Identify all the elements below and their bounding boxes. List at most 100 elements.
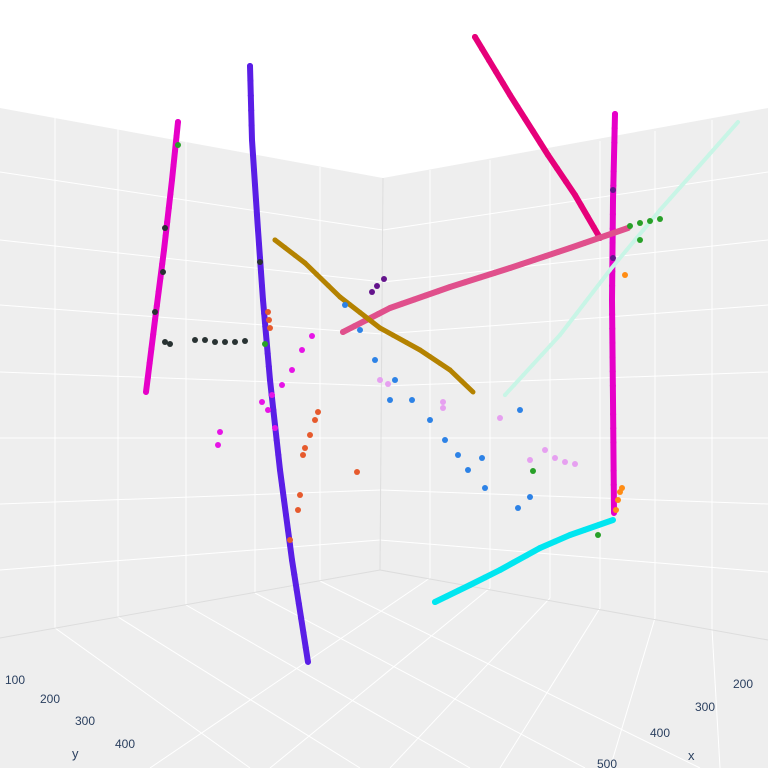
track-pink-top-point — [529, 128, 536, 134]
cluster-lavender-point — [527, 457, 533, 463]
cluster-charcoal-point — [152, 309, 158, 315]
track-mint-point — [512, 383, 517, 387]
track-magenta-left-point — [162, 233, 169, 239]
track-indigo-point — [265, 363, 272, 370]
track-rose-point — [387, 305, 393, 311]
track-magenta-left-point — [165, 205, 172, 211]
track-magenta-left-point — [159, 261, 166, 267]
track-magenta-right-point — [609, 339, 616, 346]
track-cyan-point — [567, 532, 573, 538]
track-cyan-line — [432, 517, 616, 605]
cluster-charcoal-point — [192, 337, 198, 343]
track-mint-point — [521, 373, 526, 377]
track-mint-point — [668, 196, 672, 201]
track-indigo-point — [293, 586, 300, 593]
track-mint-point — [503, 393, 507, 397]
track-pink-top-point — [493, 68, 499, 75]
track-mint-point — [608, 268, 612, 272]
track-indigo-point — [279, 482, 285, 488]
track-olive-point — [325, 283, 331, 289]
cluster-green-point — [175, 142, 181, 148]
track-olive-point — [427, 354, 433, 360]
cluster-violet-point — [299, 347, 305, 353]
cluster-purple-point — [381, 276, 387, 282]
track-magenta-right-point — [609, 325, 616, 332]
track-rose-point — [340, 329, 346, 335]
track-pink-top-point — [507, 92, 513, 98]
track-mint-point — [539, 353, 544, 357]
track-indigo-point — [251, 167, 257, 173]
series-layer — [143, 34, 740, 665]
track-cyan-point — [455, 587, 462, 594]
track-mint-point — [574, 311, 579, 316]
track-mint-point — [599, 278, 604, 283]
cluster-blue-point — [387, 397, 393, 403]
track-rose-point — [375, 311, 382, 317]
track-magenta-right-point — [611, 139, 618, 146]
track-olive-point — [417, 347, 423, 353]
track-rose-point — [423, 292, 429, 299]
track-olive-point — [404, 340, 410, 346]
track-magenta-right-point — [609, 382, 616, 389]
track-olive-point — [314, 271, 320, 277]
track-magenta-left-point — [153, 303, 160, 309]
track-indigo-point — [273, 437, 280, 443]
track-indigo-point — [281, 497, 287, 503]
track-magenta-left-point — [173, 133, 180, 140]
y-tick-label: 300 — [75, 714, 95, 728]
cluster-violet-point — [289, 367, 295, 373]
track-indigo-point — [275, 452, 282, 458]
cluster-purple-point — [610, 187, 616, 193]
cluster-charcoal-point — [167, 341, 173, 347]
track-magenta-left-point — [169, 177, 175, 183]
cluster-orange-point — [307, 432, 313, 438]
track-olive-point — [357, 310, 363, 315]
track-mint-point — [530, 363, 535, 367]
cluster-lavender-point — [440, 399, 446, 405]
track-indigo-point — [256, 241, 262, 247]
x-tick-label: 200 — [733, 677, 753, 691]
cluster-green-point — [262, 341, 268, 347]
track-indigo-point — [277, 467, 283, 473]
track-mint-point — [698, 163, 702, 167]
track-magenta-right-point — [610, 439, 617, 446]
cluster-blue-point — [409, 397, 415, 403]
track-pink-top-point — [514, 104, 521, 110]
cluster-charcoal-point — [202, 337, 208, 343]
track-mint-point — [688, 174, 692, 179]
track-indigo-point — [255, 227, 261, 233]
track-rose-point — [462, 279, 468, 286]
track-magenta-right-point — [612, 111, 618, 117]
track-pink-top-point — [584, 213, 591, 220]
cluster-lavender-point — [542, 447, 548, 453]
track-indigo-point — [267, 377, 273, 383]
track-mint-point — [583, 300, 587, 305]
track-pink-top-point — [537, 140, 544, 146]
track-rose-point — [610, 230, 617, 236]
track-pink-top-point — [472, 34, 478, 40]
cluster-orange-point — [354, 469, 360, 475]
track-indigo-point — [258, 269, 264, 275]
track-magenta-right-point — [609, 282, 616, 289]
track-rose-point — [531, 257, 537, 263]
cluster-blue-point — [357, 327, 363, 333]
track-indigo-point — [247, 77, 254, 84]
cluster-violet-point — [309, 333, 315, 339]
track-indigo-point — [250, 152, 256, 158]
track-cyan-point — [432, 599, 438, 605]
track-indigo-point — [260, 297, 266, 303]
track-indigo-point — [248, 107, 255, 114]
y-axis: 100 200 300 400 y — [5, 673, 135, 761]
track-olive-point — [282, 245, 288, 251]
track-magenta-right-point — [610, 182, 617, 189]
cluster-orange-point — [287, 537, 293, 543]
track-magenta-left-point — [155, 289, 162, 295]
track-olive-point — [459, 378, 464, 384]
cluster-lavender-point — [385, 381, 391, 387]
track-indigo-point — [249, 137, 255, 143]
track-pink-top-point — [554, 165, 560, 172]
track-mint-point — [641, 228, 646, 232]
track-olive-point — [272, 237, 278, 243]
